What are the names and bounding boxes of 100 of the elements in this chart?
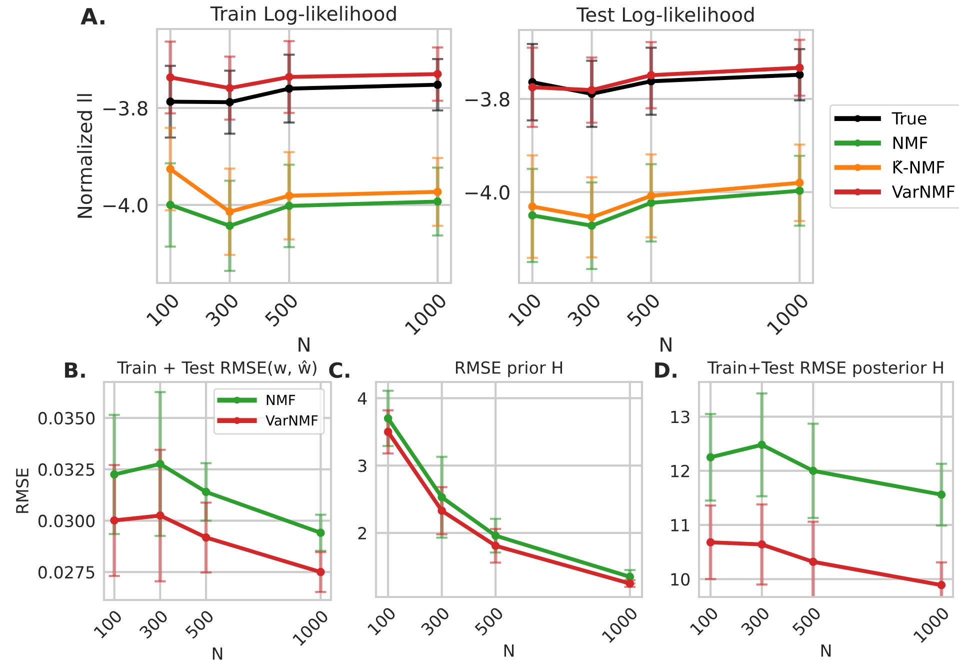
- text: D.: [655, 362, 676, 378]
- point: [528, 83, 537, 92]
- point: [284, 202, 294, 210]
- x-tick-label: 100: [690, 606, 719, 636]
- chart-title: Train+Test RMSE posterior H: [707, 361, 943, 378]
- x-tick-label: 300: [204, 292, 240, 328]
- point: [795, 178, 804, 187]
- point: [646, 198, 656, 208]
- point: [316, 568, 325, 576]
- point: [166, 200, 175, 210]
- legend-label: VarNMF: [892, 186, 954, 198]
- x-tick-label: 100: [146, 292, 180, 327]
- legend-label: NMF: [266, 394, 296, 406]
- point: [706, 453, 715, 462]
- x-tick-label: 300: [138, 609, 169, 640]
- x-tick-label: 300: [566, 292, 602, 328]
- point: [156, 460, 164, 468]
- point: [202, 488, 210, 496]
- point: [433, 80, 442, 89]
- point: [937, 580, 946, 590]
- y-tick-label: 4: [358, 392, 367, 405]
- point: [166, 98, 175, 106]
- x-axis-title: N: [504, 644, 514, 657]
- point: [226, 84, 234, 92]
- y-tick-label: −3.8: [466, 92, 510, 107]
- point: [166, 164, 175, 174]
- x-tick-label: 100: [367, 606, 396, 636]
- legend-label: VarNMF: [266, 415, 318, 426]
- point: [202, 533, 210, 542]
- y-tick-label: −3.8: [104, 100, 148, 116]
- y-tick-label: 10: [671, 573, 690, 586]
- point: [528, 202, 537, 211]
- point: [758, 540, 766, 549]
- x-tick-label: 300: [420, 606, 450, 636]
- point: [226, 222, 234, 230]
- point: [809, 466, 818, 475]
- legend-label: True: [892, 112, 926, 125]
- text: A.: [80, 8, 104, 24]
- chart-title: Test Log-likelihood: [576, 6, 754, 26]
- x-tick-label: 500: [184, 609, 214, 640]
- point: [491, 532, 500, 540]
- point: [226, 98, 234, 106]
- y-tick-label: 3: [358, 460, 366, 472]
- point: [588, 213, 596, 222]
- point: [316, 528, 325, 537]
- y-tick-label: 0.0300: [38, 514, 95, 528]
- y-tick-label: −4.0: [104, 198, 148, 213]
- legend-label: NMF: [893, 136, 928, 149]
- point: [528, 211, 537, 220]
- text: C.: [329, 362, 350, 378]
- point: [226, 208, 234, 216]
- chart-title: Train + Test RMSE(w, ŵ): [117, 360, 316, 376]
- point: [795, 64, 804, 72]
- point: [433, 188, 442, 196]
- x-tick-label: 500: [792, 606, 822, 636]
- y-tick-label: 2: [358, 526, 366, 540]
- point: [937, 490, 946, 499]
- point: [284, 72, 294, 82]
- x-axis-title: N: [660, 337, 672, 352]
- y-tick-label: 11: [671, 519, 690, 532]
- point: [491, 542, 500, 550]
- point: [384, 428, 392, 436]
- point: [588, 222, 596, 230]
- y-axis-title: RMSE: [16, 468, 29, 513]
- point: [795, 70, 804, 79]
- y-tick-label: 0.0275: [38, 566, 94, 579]
- point: [438, 493, 446, 502]
- y-tick-label: 0.0350: [38, 412, 95, 425]
- point: [166, 73, 175, 82]
- x-tick-label: 300: [740, 606, 770, 636]
- point: [438, 506, 446, 515]
- x-tick-label: 100: [93, 609, 123, 639]
- y-tick-label: −4.0: [466, 185, 510, 200]
- point: [110, 516, 118, 525]
- point: [646, 192, 656, 200]
- point: [284, 192, 294, 200]
- chart-title: RMSE prior H: [456, 361, 562, 378]
- point: [384, 414, 392, 423]
- point: [110, 470, 118, 479]
- legend-label: K̃-NMF: [893, 160, 944, 174]
- x-tick-label: 500: [474, 606, 504, 636]
- x-axis-title: N: [212, 647, 222, 660]
- x-axis-title: N: [298, 337, 310, 352]
- x-tick-label: 500: [626, 292, 661, 328]
- y-tick-label: 0.0325: [38, 463, 94, 476]
- point: [626, 579, 634, 588]
- x-tick-label: 500: [264, 292, 299, 328]
- x-axis-title: N: [821, 644, 831, 657]
- y-tick-label: 13: [671, 410, 690, 424]
- point: [284, 84, 294, 93]
- point: [706, 538, 715, 546]
- point: [433, 197, 442, 206]
- y-axis-title: Normalized ll: [77, 94, 92, 218]
- point: [809, 558, 818, 566]
- point: [758, 440, 766, 449]
- point: [156, 511, 164, 520]
- point: [626, 572, 634, 581]
- x-tick-label: 100: [508, 292, 542, 327]
- point: [795, 186, 804, 195]
- chart-title: Train Log-likelihood: [210, 6, 396, 25]
